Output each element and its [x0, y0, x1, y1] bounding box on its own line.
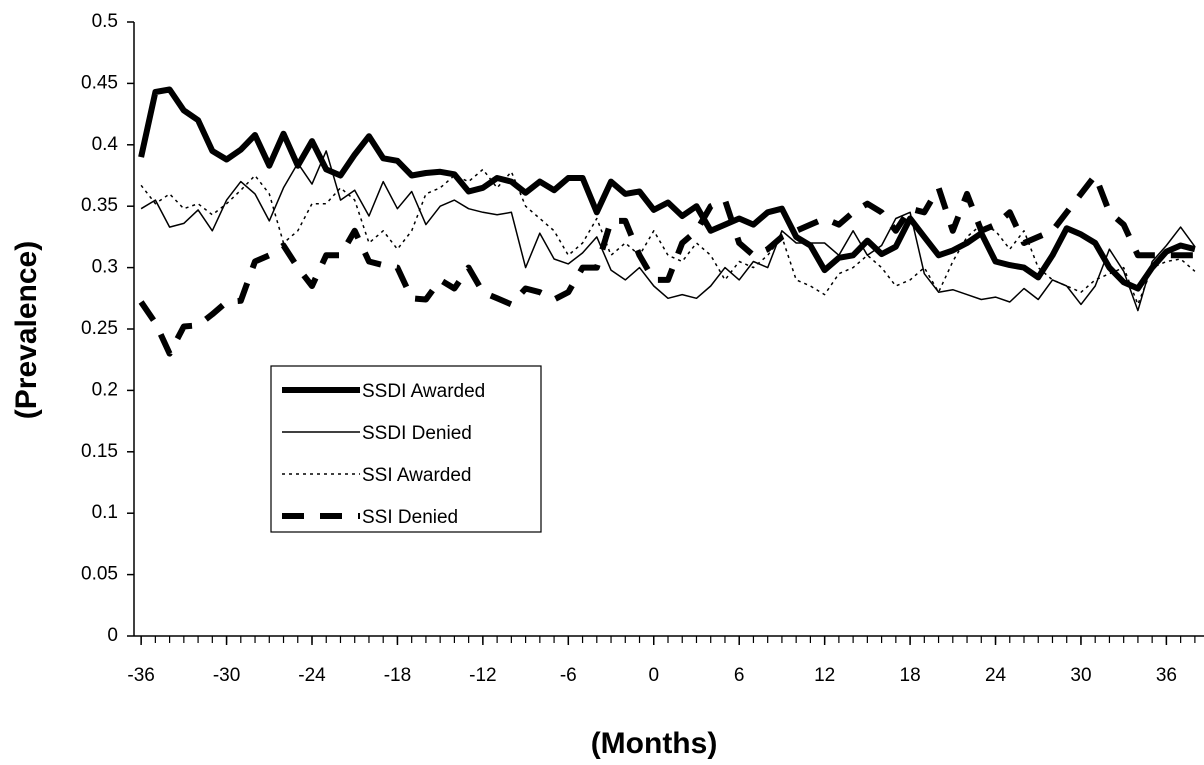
legend-label: SSDI Denied [362, 423, 472, 444]
legend-box [270, 365, 542, 533]
y-tick-label: 0.05 [81, 564, 118, 585]
x-tick-label: 6 [734, 665, 745, 686]
x-tick-label: -6 [560, 665, 577, 686]
x-tick-label: 30 [1070, 665, 1091, 686]
x-tick-label: -12 [469, 665, 496, 686]
y-tick-label: 0.35 [81, 195, 118, 216]
y-tick-label: 0.1 [92, 502, 118, 523]
x-tick-label: -24 [298, 665, 326, 686]
x-tick-label: 24 [985, 665, 1007, 686]
series-line [138, 86, 1196, 292]
x-tick-label: 18 [900, 665, 921, 686]
legend-label: SSDI Awarded [362, 381, 485, 402]
x-tick-label: 0 [648, 665, 659, 686]
x-tick-label: -30 [213, 665, 240, 686]
y-tick-label: 0.45 [81, 72, 118, 93]
x-axis-title: (Months) [591, 727, 718, 760]
y-tick-label: 0.2 [92, 379, 118, 400]
x-tick-label: -36 [127, 665, 154, 686]
series-line [140, 150, 1196, 312]
legend-label: SSI Awarded [362, 465, 472, 486]
x-tick-label: 12 [814, 665, 835, 686]
series-line [140, 168, 1196, 306]
y-tick-label: 0 [107, 625, 118, 646]
y-tick-label: 0.15 [81, 441, 118, 462]
x-tick-label: -18 [384, 665, 411, 686]
y-tick-label: 0.4 [92, 134, 119, 155]
series-line [138, 172, 1195, 357]
y-tick-label: 0.3 [92, 257, 118, 278]
y-axis-title: (Prevalence) [10, 241, 43, 419]
legend-label: SSI Denied [362, 507, 458, 528]
y-tick-label: 0.5 [92, 11, 118, 32]
y-tick-label: 0.25 [81, 318, 118, 339]
x-tick-label: 36 [1156, 665, 1177, 686]
